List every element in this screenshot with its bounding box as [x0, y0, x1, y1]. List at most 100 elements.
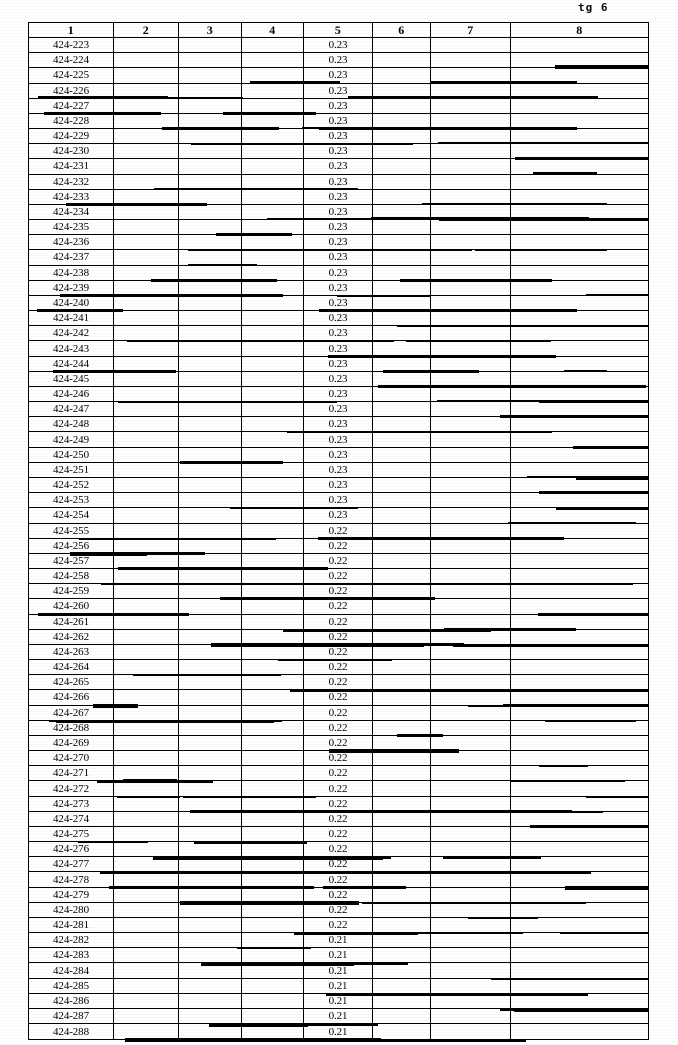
data-cell-col-8 [510, 143, 649, 160]
data-cell-col-2 [113, 886, 179, 903]
row-label-cell: 424-275 [28, 825, 114, 843]
table-row: 424-249 0.23 [28, 431, 649, 448]
data-cell-col-2 [113, 173, 179, 190]
data-cell-col-3 [178, 947, 242, 964]
page-marker: tg 6 [578, 1, 609, 14]
data-cell-col-6 [372, 825, 431, 843]
data-cell-col-2 [113, 355, 179, 372]
table-row: 424-227 0.23 [28, 97, 649, 114]
data-cell-col-8 [510, 249, 649, 266]
data-cell-col-2 [113, 568, 179, 585]
data-cell-col-2 [113, 856, 179, 873]
data-cell-col-4 [241, 856, 304, 873]
data-cell-col-6 [372, 370, 431, 387]
data-cell-col-4 [241, 522, 304, 539]
data-cell-col-8 [510, 340, 649, 357]
table-row: 424-271 0.22 [28, 765, 649, 782]
data-cell-col-3 [178, 188, 242, 205]
data-cell-col-2 [113, 704, 179, 721]
data-cell-col-4 [241, 780, 304, 797]
data-cell-col-7 [430, 886, 511, 903]
data-cell-col-5: 0.23 [303, 112, 373, 130]
data-cell-col-6 [372, 537, 431, 554]
data-cell-col-8 [510, 416, 649, 433]
data-cell-col-6 [372, 158, 431, 175]
data-cell-col-7 [430, 689, 511, 706]
data-cell-col-5: 0.23 [303, 279, 373, 296]
data-cell-col-4 [241, 370, 304, 387]
data-cell-col-6 [372, 916, 431, 934]
column-header-3: 3 [178, 22, 242, 38]
data-cell-col-3 [178, 522, 242, 539]
data-cell-col-3 [178, 841, 242, 858]
data-cell-col-4 [241, 932, 304, 949]
data-cell-col-6 [372, 643, 431, 661]
data-cell-col-8 [510, 401, 649, 418]
table-row: 424-226 0.23 [28, 82, 649, 99]
data-cell-col-8 [510, 932, 649, 949]
data-cell-col-6 [372, 476, 431, 494]
row-label-cell: 424-239 [28, 279, 114, 296]
table-row: 424-244 0.23 [28, 355, 649, 372]
data-cell-col-3 [178, 476, 242, 494]
row-label-cell: 424-259 [28, 583, 114, 600]
data-cell-col-7 [430, 128, 511, 145]
data-cell-col-6 [372, 522, 431, 539]
data-cell-col-4 [241, 916, 304, 934]
row-label-cell: 424-286 [28, 992, 114, 1010]
data-cell-col-4 [241, 704, 304, 721]
data-cell-col-4 [241, 188, 304, 205]
row-label-cell: 424-270 [28, 750, 114, 767]
row-label-cell: 424-240 [28, 294, 114, 312]
row-label-cell: 424-225 [28, 67, 114, 84]
data-cell-col-5: 0.22 [303, 734, 373, 752]
table-row: 424-287 0.21 [28, 1007, 649, 1025]
table-row: 424-230 0.23 [28, 143, 649, 160]
data-cell-col-6 [372, 128, 431, 145]
table-row: 424-278 0.22 [28, 871, 649, 888]
data-cell-col-3 [178, 537, 242, 554]
table-row: 424-273 0.22 [28, 795, 649, 812]
data-cell-col-2 [113, 780, 179, 797]
data-cell-col-2 [113, 234, 179, 251]
row-label-cell: 424-258 [28, 568, 114, 585]
column-header-1: 1 [28, 22, 114, 38]
row-label-cell: 424-245 [28, 370, 114, 387]
data-table-container: 1 2 3 4 5 6 7 8 424-223 0.23 424-224 0.23 42… [28, 22, 649, 1040]
data-cell-col-8 [510, 780, 649, 797]
data-cell-col-5: 0.22 [303, 643, 373, 661]
data-cell-col-5: 0.23 [303, 264, 373, 281]
data-cell-col-4 [241, 249, 304, 266]
table-row: 424-255 0.22 [28, 522, 649, 539]
data-cell-col-5: 0.23 [303, 385, 373, 403]
data-cell-col-8 [510, 856, 649, 873]
data-cell-col-8 [510, 962, 649, 979]
data-cell-col-5: 0.23 [303, 82, 373, 99]
data-cell-col-8 [510, 431, 649, 448]
data-cell-col-5: 0.22 [303, 689, 373, 706]
data-cell-col-7 [430, 143, 511, 160]
data-cell-col-8 [510, 355, 649, 372]
data-cell-col-4 [241, 598, 304, 615]
data-cell-col-3 [178, 492, 242, 509]
data-cell-col-2 [113, 765, 179, 782]
data-cell-col-3 [178, 36, 242, 54]
data-cell-col-4 [241, 719, 304, 736]
data-cell-col-4 [241, 128, 304, 145]
data-cell-col-8 [510, 810, 649, 827]
table-row: 424-267 0.22 [28, 704, 649, 721]
data-cell-col-2 [113, 598, 179, 615]
table-row: 424-285 0.21 [28, 977, 649, 994]
row-label-cell: 424-264 [28, 659, 114, 676]
data-cell-col-4 [241, 871, 304, 888]
row-label-cell: 424-232 [28, 173, 114, 190]
row-label-cell: 424-236 [28, 234, 114, 251]
row-label-cell: 424-281 [28, 916, 114, 934]
data-cell-col-5: 0.23 [303, 203, 373, 221]
data-cell-col-6 [372, 446, 431, 463]
table-row: 424-262 0.22 [28, 628, 649, 645]
data-cell-col-6 [372, 431, 431, 448]
data-cell-col-4 [241, 264, 304, 281]
data-cell-col-6 [372, 719, 431, 736]
row-label-cell: 424-263 [28, 643, 114, 661]
